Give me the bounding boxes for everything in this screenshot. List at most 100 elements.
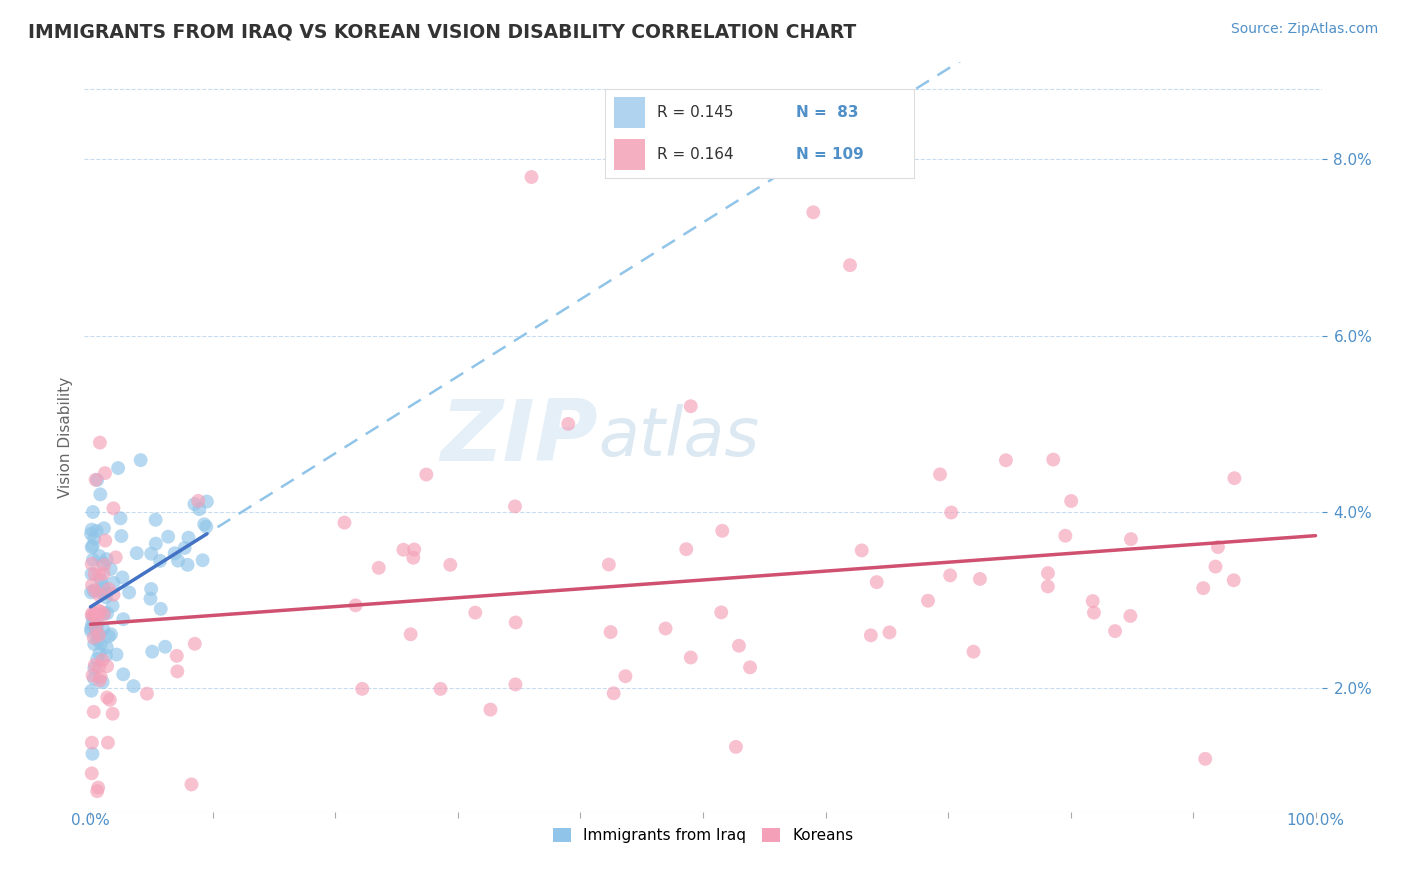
Point [96,659,118,673]
Point [84,622,107,636]
Point [87,628,110,642]
Point [83,658,105,673]
Point [724,739,747,754]
Point [1223,471,1246,485]
Point [195,519,218,533]
Point [86,617,108,632]
Point [1036,579,1059,593]
Point [141,645,163,659]
Text: R = 0.145: R = 0.145 [657,105,734,120]
Point [866,575,889,590]
Point [83,637,105,651]
Point [83,608,105,623]
Point [166,665,188,679]
Point [1036,566,1059,581]
Point [801,205,824,219]
Point [1042,452,1064,467]
Point [404,542,426,557]
Text: R = 0.164: R = 0.164 [657,147,734,162]
Point [87,568,110,582]
Point [879,625,901,640]
Point [86,619,108,633]
Point [87,609,110,624]
Point [87,780,110,795]
Point [96,690,118,705]
Point [89,647,111,661]
Point [917,593,939,607]
Text: N = 109: N = 109 [796,147,865,162]
Point [83,532,105,546]
Point [83,705,105,719]
Point [129,453,152,467]
Point [1054,529,1077,543]
Point [93,566,115,581]
Point [86,473,108,487]
Point [93,606,115,620]
Point [679,650,702,665]
Point [166,648,188,663]
Point [87,633,110,648]
Point [80,621,103,635]
Point [1119,532,1142,546]
Point [86,524,108,538]
Point [141,547,163,561]
Point [602,686,624,700]
Point [91,556,114,570]
Point [738,660,761,674]
Point [149,602,172,616]
Point [141,582,163,596]
Point [82,747,104,761]
Point [180,777,202,791]
Point [333,516,356,530]
Point [167,554,190,568]
Point [173,541,195,555]
Point [87,604,110,618]
Point [183,497,205,511]
Point [153,640,176,654]
Point [464,606,486,620]
Point [479,703,502,717]
Point [80,585,103,599]
Point [145,536,167,550]
Legend: Immigrants from Iraq, Koreans: Immigrants from Iraq, Koreans [547,822,859,849]
Point [994,453,1017,467]
Point [80,541,103,555]
Point [89,673,111,688]
Point [118,585,141,599]
Point [94,466,117,480]
Point [176,558,198,572]
Point [87,660,110,674]
Point [110,511,132,525]
Point [97,629,120,643]
Point [1222,574,1244,588]
Point [97,736,120,750]
Point [177,531,200,545]
Point [101,599,124,613]
Point [679,399,702,413]
Point [93,558,115,572]
Point [80,683,103,698]
Point [105,648,128,662]
Y-axis label: Vision Disability: Vision Disability [58,376,73,498]
Point [103,501,125,516]
Point [96,606,118,620]
Point [83,672,105,686]
Point [107,461,129,475]
Point [82,505,104,519]
Point [184,637,207,651]
Point [557,417,579,431]
Point [367,561,389,575]
Text: 0.0%: 0.0% [72,814,110,828]
Point [84,620,107,634]
Point [415,467,437,482]
Point [1081,594,1104,608]
Point [84,473,107,487]
Point [89,605,111,619]
Point [89,435,111,450]
Text: ZIP: ZIP [440,395,598,479]
Point [503,500,526,514]
Point [163,546,186,560]
Point [941,506,963,520]
Point [103,575,125,590]
Point [100,562,122,576]
